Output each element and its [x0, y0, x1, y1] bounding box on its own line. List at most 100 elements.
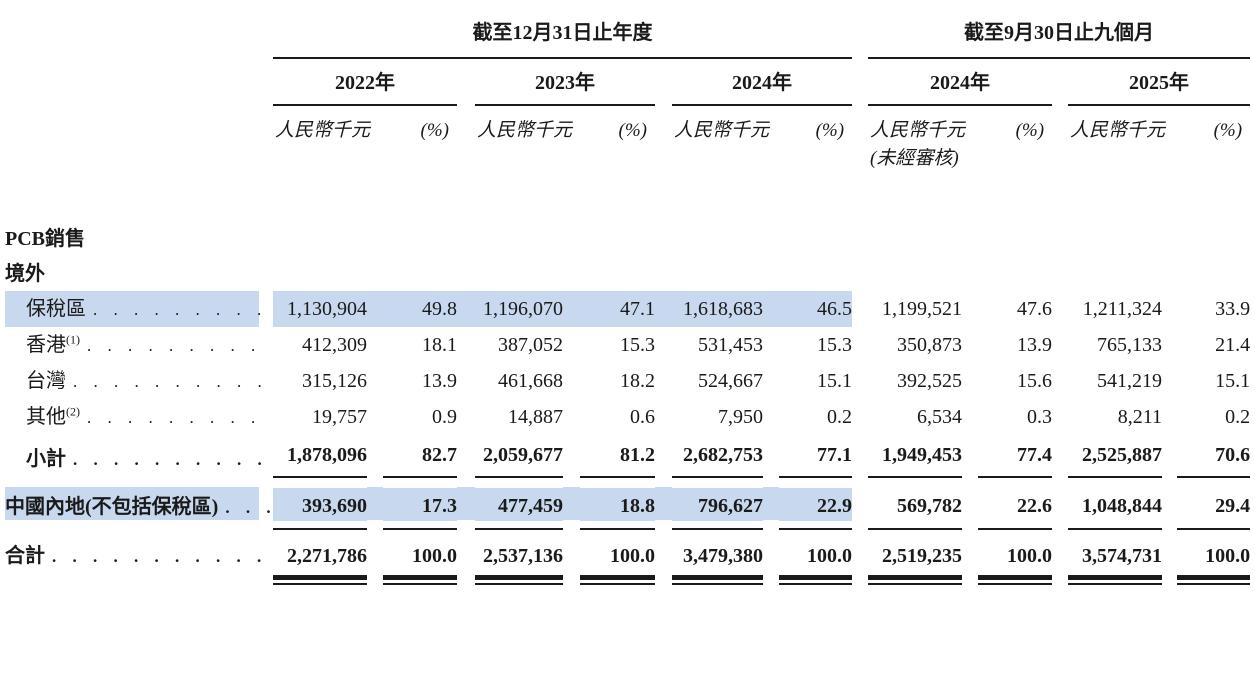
percent-cell: 18.2: [620, 369, 655, 392]
value-cell: 1,199,521: [882, 297, 963, 320]
spacer: [457, 58, 475, 105]
spacer: [763, 571, 779, 585]
spacer: [457, 105, 475, 144]
row-bonded-area: 保稅區. . . . . . . . . . 1,130,904 49.8 1,…: [5, 290, 1250, 327]
value-cell: 1,878,096: [273, 434, 367, 478]
spacer: [852, 58, 868, 105]
spacer: [5, 105, 273, 144]
spacer: [563, 327, 580, 363]
year-header-row: 2022年 2023年 2024年 2024年 2025年: [5, 58, 1251, 106]
row-label: 小計. . . . . . . . . .: [26, 447, 268, 470]
spacer: [5, 12, 273, 58]
year-header-2023: 2023年: [475, 58, 655, 106]
value-cell: 14,887: [508, 405, 563, 428]
value-cell: 350,873: [897, 333, 963, 356]
spacer: [563, 363, 580, 399]
value-cell: 569,782: [868, 476, 963, 530]
currency-unit-label: 人民幣千元: [275, 120, 371, 141]
dot-leader: . . . . . . . . .: [87, 335, 262, 355]
footnote-ref: (2): [66, 404, 80, 419]
spacer: [457, 529, 475, 571]
unaudited-note: (未經審核): [870, 147, 959, 169]
value-cell: 1,196,070: [475, 290, 563, 327]
spacer: [763, 476, 779, 529]
percent-cell: 100.0: [610, 544, 655, 567]
period-group-header-row: 截至12月31日止年度 截至9月30日止九個月: [5, 12, 1251, 59]
percent-cell: 47.6: [1017, 297, 1053, 320]
percent-label: (%): [420, 120, 449, 141]
spacer: [1052, 105, 1068, 144]
spacer: [457, 327, 475, 363]
value-cell: 2,271,786: [287, 544, 367, 567]
spacer: [367, 399, 383, 435]
percent-cell: 0.6: [630, 405, 655, 428]
spacer: [655, 58, 672, 105]
percent-cell: 70.6: [1177, 434, 1251, 478]
spacer: [1162, 477, 1177, 529]
section-title: PCB銷售: [5, 227, 85, 250]
spacer: [367, 363, 383, 399]
spacer: [852, 105, 868, 144]
value-cell: 19,757: [312, 405, 367, 428]
total-double-rule: [1177, 571, 1251, 585]
spacer: [1052, 58, 1068, 105]
percent-cell: 0.9: [432, 405, 457, 428]
percent-cell: 13.9: [1017, 333, 1053, 356]
value-cell: 2,682,753: [672, 434, 763, 478]
spacer: [852, 291, 868, 327]
row-hong-kong: 香港(1). . . . . . . . . 412,309 18.1 387,…: [5, 327, 1250, 363]
spacer: [1052, 144, 1250, 172]
currency-unit-label: 人民幣千元: [1070, 120, 1166, 141]
row-total: 合計. . . . . . . . . . . . . 2,271,786 10…: [5, 529, 1250, 571]
annual-period-group-header: 截至12月31日止年度: [273, 12, 853, 59]
spacer: [1052, 435, 1068, 477]
value-cell: 524,667: [698, 369, 763, 392]
currency-unit-label: 人民幣千元: [674, 120, 770, 141]
spacer: [655, 399, 672, 435]
spacer: [1162, 327, 1177, 363]
spacer: [962, 291, 978, 327]
year-header-2024: 2024年: [672, 58, 853, 106]
percent-label: (%): [815, 120, 845, 141]
value-cell: 1,949,453: [868, 434, 963, 478]
row-label: 保稅區. . . . . . . . . .: [5, 290, 273, 327]
spacer: [1052, 399, 1068, 435]
value-cell: 2,537,136: [483, 544, 563, 567]
percent-cell: 17.3: [383, 476, 457, 530]
percent-cell: 15.3: [817, 333, 853, 356]
spacer: [563, 476, 580, 529]
spacer: [852, 571, 868, 585]
spacer: [367, 476, 383, 529]
value-cell: 1,130,904: [273, 290, 367, 327]
spacer: [563, 435, 580, 477]
total-double-rule: [779, 571, 853, 585]
spacer: [655, 290, 672, 327]
percent-cell: 47.1: [580, 290, 655, 327]
percent-cell: 0.2: [1225, 405, 1251, 428]
percent-cell: 77.1: [779, 434, 853, 478]
spacer: [5, 571, 273, 585]
spacer: [962, 529, 978, 571]
row-label: 台灣. . . . . . . . . .: [26, 369, 268, 392]
percent-cell: 15.1: [817, 369, 853, 392]
year-header-9m-2024: 2024年: [868, 58, 1053, 106]
value-cell: 531,453: [698, 333, 763, 356]
spacer: [457, 571, 475, 585]
spacer: [763, 399, 779, 435]
spacer: [852, 363, 868, 399]
interim-period-group-header: 截至9月30日止九個月: [868, 12, 1251, 59]
value-cell: 412,309: [302, 333, 367, 356]
row-mainland-china: 中國內地(不包括保稅區). . . 393,690 17.3 477,459 1…: [5, 476, 1251, 530]
dot-leader: . . . . . . . . . .: [73, 449, 268, 469]
percent-cell: 82.7: [383, 434, 457, 478]
spacer: [1162, 529, 1177, 571]
total-double-rule: [273, 571, 367, 585]
value-cell: 2,519,235: [882, 544, 963, 567]
spacer: [852, 399, 868, 435]
spacer: [763, 363, 779, 399]
spacer: [5, 58, 273, 105]
value-cell: 387,052: [498, 333, 563, 356]
percent-cell: 100.0: [1205, 544, 1251, 567]
spacer: [852, 12, 868, 58]
section-pcb-sales: PCB銷售: [5, 172, 1250, 256]
